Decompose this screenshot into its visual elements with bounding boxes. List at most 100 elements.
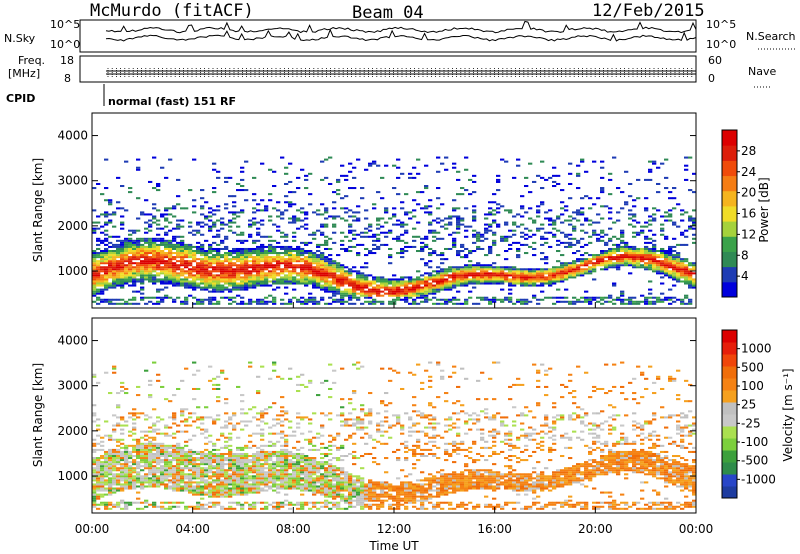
heatmap-cell: [148, 300, 153, 303]
heatmap-cell: [204, 250, 209, 253]
heatmap-cell: [256, 375, 261, 378]
heatmap-cell: [148, 442, 153, 445]
heatmap-cell: [268, 243, 273, 246]
heatmap-cell: [552, 302, 557, 305]
heatmap-cell: [232, 455, 237, 458]
heatmap-cell: [332, 278, 337, 281]
heatmap-cell: [104, 262, 109, 265]
heatmap-cell: [168, 260, 173, 263]
heatmap-cell: [416, 302, 421, 305]
heatmap-cell: [96, 418, 101, 421]
heatmap-cell: [548, 219, 553, 222]
heatmap-cell: [176, 268, 181, 271]
heatmap-cell: [420, 290, 425, 293]
heatmap-cell: [412, 278, 417, 281]
heatmap-cell: [260, 477, 265, 480]
heatmap-cell: [164, 241, 169, 244]
heatmap-cell: [300, 252, 305, 255]
heatmap-cell: [124, 254, 129, 257]
heatmap-cell: [224, 487, 229, 490]
heatmap-cell: [500, 274, 505, 277]
heatmap-cell: [540, 203, 545, 206]
heatmap-cell: [332, 298, 337, 301]
heatmap-cell: [452, 215, 457, 218]
heatmap-cell: [236, 487, 241, 490]
heatmap-cell: [540, 160, 545, 163]
heatmap-cell: [160, 505, 165, 508]
heatmap-cell: [208, 219, 213, 222]
heatmap-cell: [384, 278, 389, 281]
heatmap-cell: [564, 272, 569, 275]
heatmap-cell: [648, 302, 653, 305]
heatmap-cell: [256, 264, 261, 267]
heatmap-cell: [128, 258, 133, 261]
heatmap-cell: [204, 485, 209, 488]
heatmap-cell: [120, 207, 125, 210]
heatmap-cell: [132, 481, 137, 484]
heatmap-cell: [216, 243, 221, 246]
heatmap-cell: [228, 225, 233, 228]
heatmap-cell: [304, 268, 309, 271]
heatmap-cell: [476, 231, 481, 234]
heatmap-cell: [128, 187, 133, 190]
heatmap-cell: [460, 280, 465, 283]
heatmap-cell: [208, 491, 213, 494]
heatmap-cell: [360, 197, 365, 200]
heatmap-cell: [164, 217, 169, 220]
heatmap-cell: [208, 505, 213, 508]
heatmap-cell: [256, 300, 261, 303]
heatmap-cell: [604, 256, 609, 259]
heatmap-cell: [308, 256, 313, 259]
heatmap-cell: [224, 237, 229, 240]
heatmap-cell: [648, 170, 653, 173]
heatmap-cell: [596, 258, 601, 261]
heatmap-cell: [156, 219, 161, 222]
nsky-tick-top: 10^5: [50, 18, 80, 31]
heatmap-cell: [120, 254, 125, 257]
heatmap-cell: [440, 298, 445, 301]
heatmap-cell: [304, 223, 309, 226]
heatmap-cell: [112, 278, 117, 281]
heatmap-cell: [212, 465, 217, 468]
heatmap-cell: [544, 278, 549, 281]
heatmap-cell: [628, 272, 633, 275]
heatmap-cell: [108, 213, 113, 216]
heatmap-cell: [256, 459, 261, 462]
heatmap-cell: [252, 483, 257, 486]
heatmap-cell: [120, 452, 125, 455]
heatmap-cell: [332, 266, 337, 269]
heatmap-cell: [176, 274, 181, 277]
heatmap-cell: [240, 189, 245, 192]
heatmap-cell: [560, 254, 565, 257]
heatmap-cell: [376, 219, 381, 222]
heatmap-cell: [100, 270, 105, 273]
heatmap-cell: [468, 270, 473, 273]
heatmap-cell: [160, 473, 165, 476]
heatmap-cell: [188, 231, 193, 234]
heatmap-cell: [192, 258, 197, 261]
heatmap-cell: [512, 280, 517, 283]
heatmap-cell: [424, 264, 429, 267]
heatmap-cell: [180, 254, 185, 257]
heatmap-cell: [360, 235, 365, 238]
heatmap-cell: [240, 264, 245, 267]
heatmap-cell: [264, 479, 269, 482]
heatmap-cell: [620, 235, 625, 238]
heatmap-cell: [544, 272, 549, 275]
heatmap-cell: [188, 282, 193, 285]
heatmap-cell: [584, 300, 589, 303]
heatmap-cell: [108, 203, 113, 206]
heatmap-cell: [388, 280, 393, 283]
heatmap-cell: [236, 477, 241, 480]
heatmap-cell: [216, 290, 221, 293]
heatmap-cell: [488, 282, 493, 285]
heatmap-cell: [412, 209, 417, 212]
heatmap-cell: [368, 288, 373, 291]
heatmap-cell: [276, 225, 281, 228]
heatmap-cell: [196, 505, 201, 508]
heatmap-cell: [452, 274, 457, 277]
heatmap-cell: [92, 414, 97, 417]
heatmap-cell: [680, 260, 685, 263]
heatmap-cell: [684, 270, 689, 273]
heatmap-cell: [256, 446, 261, 449]
